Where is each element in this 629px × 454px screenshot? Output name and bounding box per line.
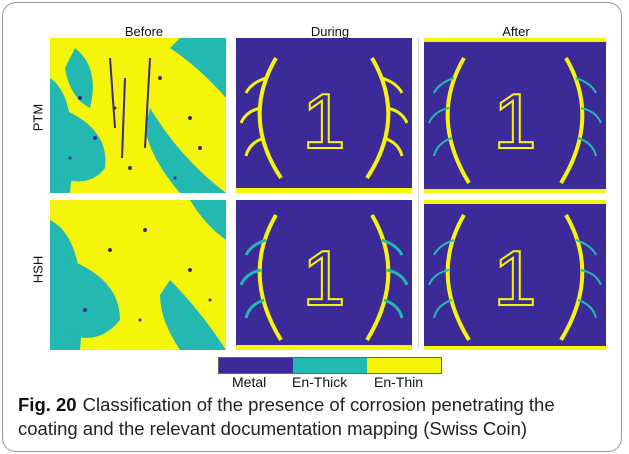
figure-label: Fig. 20: [18, 394, 77, 415]
caption-text: Classification of the presence of corros…: [18, 394, 555, 439]
svg-text:1: 1: [302, 77, 345, 165]
svg-text:1: 1: [493, 234, 536, 322]
legend-label-en-thin: En-Thin: [374, 374, 424, 390]
legend-swatch-en-thick: [293, 358, 367, 373]
panel-hsh-during: 1: [236, 200, 412, 350]
column-title-after: After: [502, 24, 530, 39]
panel-ptm-during: 1: [236, 38, 412, 193]
panel-hsh-before: [50, 200, 226, 350]
panel-ptm-before: [50, 38, 226, 193]
svg-text:1: 1: [493, 77, 536, 165]
legend-swatch-en-thin: [367, 358, 441, 373]
legend-colorbar: [218, 357, 442, 374]
legend-label-en-thick: En-Thick: [292, 374, 348, 390]
row-label-ptm: PTM: [30, 103, 46, 132]
svg-text:1: 1: [302, 234, 345, 322]
column-title-during: During: [310, 24, 350, 39]
column-separator: [418, 38, 419, 348]
row-label-hsh: HSH: [30, 255, 46, 284]
legend-swatch-metal: [219, 358, 293, 373]
panel-hsh-after: 1: [424, 200, 606, 350]
panel-ptm-after: 1: [424, 38, 606, 193]
figure-caption: Fig. 20 Classification of the presence of…: [18, 393, 616, 441]
legend-label-metal: Metal: [232, 374, 267, 390]
column-title-before: Before: [124, 24, 164, 39]
